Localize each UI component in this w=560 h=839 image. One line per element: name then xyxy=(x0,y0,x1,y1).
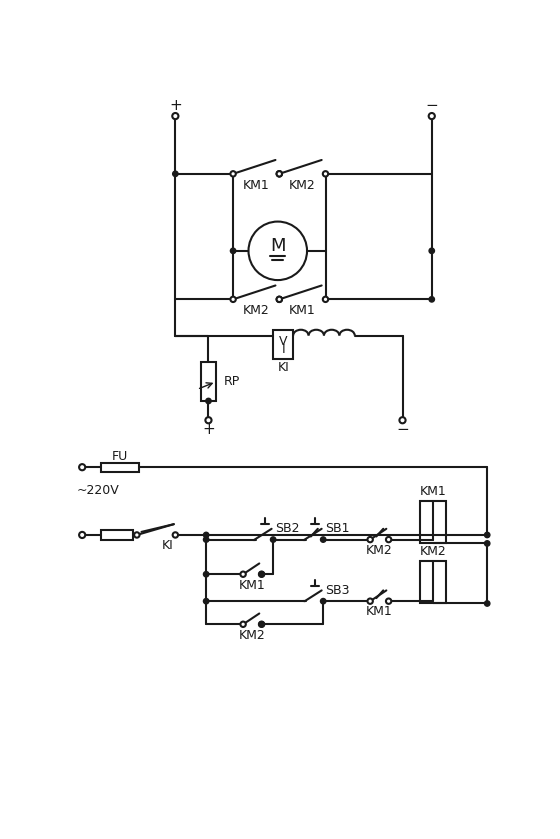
Text: SB1: SB1 xyxy=(325,523,349,535)
Text: KM1: KM1 xyxy=(289,305,316,317)
Circle shape xyxy=(367,537,373,542)
Circle shape xyxy=(320,598,326,604)
Text: KM1: KM1 xyxy=(239,579,266,591)
Circle shape xyxy=(484,601,490,607)
Circle shape xyxy=(259,622,264,627)
Circle shape xyxy=(323,171,328,176)
Circle shape xyxy=(240,622,246,627)
Circle shape xyxy=(134,532,139,538)
Circle shape xyxy=(172,171,178,176)
Circle shape xyxy=(259,622,264,627)
Bar xyxy=(200,362,216,401)
Text: −: − xyxy=(396,422,409,437)
Circle shape xyxy=(484,540,490,546)
Circle shape xyxy=(484,532,490,538)
Text: SB2: SB2 xyxy=(276,523,300,535)
Circle shape xyxy=(429,248,435,253)
Circle shape xyxy=(277,297,282,302)
Circle shape xyxy=(277,297,282,302)
Circle shape xyxy=(259,571,264,577)
Circle shape xyxy=(230,171,236,176)
Text: I: I xyxy=(281,343,285,356)
Circle shape xyxy=(277,297,282,302)
Text: M: M xyxy=(270,237,286,255)
Text: KM2: KM2 xyxy=(420,545,447,559)
Circle shape xyxy=(320,537,326,542)
Circle shape xyxy=(277,171,282,176)
Text: KM1: KM1 xyxy=(366,606,393,618)
Circle shape xyxy=(386,598,391,604)
Circle shape xyxy=(203,532,209,538)
Text: KI: KI xyxy=(277,361,289,373)
Bar xyxy=(101,530,133,539)
Text: ~220V: ~220V xyxy=(77,484,119,497)
Text: KM2: KM2 xyxy=(289,179,316,192)
Circle shape xyxy=(206,417,212,424)
Circle shape xyxy=(399,417,405,424)
Circle shape xyxy=(429,113,435,119)
Circle shape xyxy=(172,532,178,538)
Text: KM1: KM1 xyxy=(420,485,447,498)
Circle shape xyxy=(203,598,209,604)
Text: +: + xyxy=(169,98,182,112)
Bar xyxy=(273,330,293,359)
Circle shape xyxy=(203,571,209,577)
Text: KM2: KM2 xyxy=(366,544,393,557)
Circle shape xyxy=(240,571,246,577)
Circle shape xyxy=(259,571,264,577)
Circle shape xyxy=(230,248,236,253)
Bar xyxy=(420,561,446,603)
Circle shape xyxy=(172,113,179,119)
Circle shape xyxy=(386,537,391,542)
Text: KM2: KM2 xyxy=(239,628,266,642)
Circle shape xyxy=(79,464,85,471)
Circle shape xyxy=(270,537,276,542)
Bar xyxy=(420,501,446,544)
Text: RP: RP xyxy=(224,375,240,388)
Text: V: V xyxy=(279,336,287,348)
Text: SB3: SB3 xyxy=(325,584,349,597)
Circle shape xyxy=(277,171,282,176)
Circle shape xyxy=(203,537,209,542)
Circle shape xyxy=(323,297,328,302)
Bar xyxy=(101,462,139,472)
Text: FU: FU xyxy=(112,450,128,463)
Text: KM1: KM1 xyxy=(243,179,269,192)
Text: −: − xyxy=(426,98,438,112)
Text: KI: KI xyxy=(162,539,174,552)
Circle shape xyxy=(206,399,211,404)
Text: KM2: KM2 xyxy=(243,305,269,317)
Circle shape xyxy=(429,297,435,302)
Circle shape xyxy=(230,297,236,302)
Circle shape xyxy=(79,532,85,538)
Circle shape xyxy=(367,598,373,604)
Text: +: + xyxy=(202,422,215,437)
Circle shape xyxy=(277,171,282,176)
